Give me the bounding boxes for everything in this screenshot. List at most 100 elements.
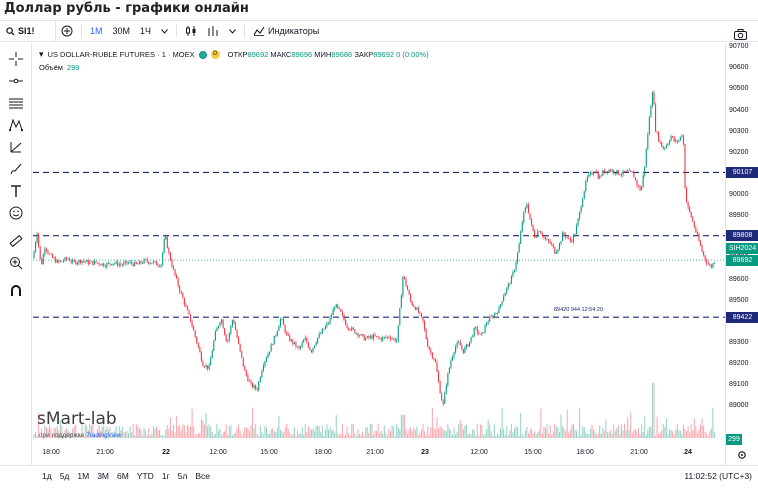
candle-body [624,170,626,172]
volume-bar [348,433,350,438]
price-scale[interactable]: 9070090600905009040090300902009010090000… [725,43,758,465]
range-6m[interactable]: 6М [117,471,129,481]
chevron-down-icon [161,28,168,34]
open-value: 89692 [247,50,269,59]
price-tick: 89300 [729,338,749,346]
candle-body [334,307,336,310]
candle-body [320,333,322,335]
clock-timezone[interactable]: 11:02:52 (UTC+3) [684,471,752,481]
magnet-icon [11,285,21,296]
time-tick: 18:00 [314,449,332,456]
chart-type-dropdown[interactable] [224,21,241,41]
candle-body [425,329,427,340]
market-open-icon [198,50,207,59]
volume-bar [106,426,108,438]
volume-bar [179,424,181,438]
volume-bar [53,427,55,438]
snapshot-button[interactable] [729,24,752,44]
candle-body [479,333,481,335]
volume-bar [124,431,126,438]
symbol-search[interactable]: SI1! [0,21,56,41]
candle-body [273,336,275,345]
candle-body [92,261,94,265]
prediction-tool[interactable] [6,137,26,157]
candle-body [538,231,540,233]
chart-legend: ▾ US DOLLAR-RUBLE FUTURES · 1 · MOEX D О… [39,49,429,60]
candle-body [475,327,477,329]
volume-bar [374,431,376,438]
indicators-button[interactable]: Индикаторы [248,21,324,41]
bar-style-button[interactable] [202,21,224,41]
volume-bar [653,382,655,438]
price-tag: 89692 [726,254,758,266]
candle-body [713,263,715,265]
candle-body [318,334,320,338]
timeframe-dropdown[interactable] [156,21,173,41]
volume-bar [442,429,444,438]
crosshair-tool[interactable] [6,49,26,69]
candle-body [696,232,698,235]
candle-body [549,241,551,244]
candle-body [537,231,539,238]
timeframe-1h[interactable]: 1Ч [140,26,152,36]
candle-body [338,307,340,310]
range-all[interactable]: Все [195,471,210,481]
range-1y[interactable]: 1г [161,471,170,481]
candle-body [358,335,361,337]
candle-body [301,342,303,347]
time-tick: 12:00 [470,449,488,456]
candle-body [233,320,235,324]
volume-bar [52,434,54,438]
candle-body [695,227,697,233]
chart-type-button[interactable] [180,21,202,41]
candle-body [222,319,224,329]
candle-body [265,357,268,362]
candle-body [55,258,57,263]
volume-bar [693,418,695,438]
range-1d[interactable]: 1д [42,471,52,481]
trend-line-tool[interactable] [6,71,26,91]
magnet-tool[interactable] [6,281,26,301]
candle-body [298,346,300,349]
emoji-tool[interactable] [6,203,26,223]
volume-bar [520,412,522,438]
fib-tool[interactable] [6,93,26,113]
volume-bar [605,419,607,438]
zoom-tool[interactable] [6,253,26,273]
text-tool[interactable] [6,181,26,201]
volume-bar [628,429,630,438]
range-ytd[interactable]: YTD [136,471,154,481]
compare-symbol-button[interactable] [56,21,78,41]
range-1m[interactable]: 1М [77,471,90,481]
candle-body [335,304,337,308]
candle-body [360,334,362,336]
volume-bar [692,430,694,438]
candle-body [591,172,593,175]
volume-bar [555,426,557,438]
volume-bar [517,427,519,438]
brush-tool[interactable] [6,159,26,179]
candle-body [203,366,206,368]
range-3m[interactable]: 3М [97,471,109,481]
candle-body [403,276,405,279]
pattern-tool[interactable] [6,115,26,135]
candle-body [149,263,151,264]
chart-pane[interactable]: ▾ US DOLLAR-RUBLE FUTURES · 1 · MOEX D О… [33,43,725,465]
candle-body [304,337,306,341]
time-scale[interactable]: 18:00 21:00 22 12:00 15:00 18:00 21:00 23 12:00 1… [33,444,725,465]
candle-body [459,341,461,346]
range-5y[interactable]: 5л [177,471,188,481]
candle-body [637,185,640,187]
brush-icon [10,163,22,175]
candle-body [557,249,559,253]
price-chart[interactable] [33,43,725,465]
volume-bar [656,417,658,438]
scale-settings-button[interactable] [725,444,758,465]
timeframe-30m[interactable]: 30М [112,26,131,36]
range-5d[interactable]: 5д [59,471,70,481]
ruler-tool[interactable] [6,231,26,251]
volume-bar [275,432,277,438]
volume-bar [589,428,591,438]
legend-collapse-icon[interactable]: ▾ [39,49,44,59]
timeframe-1m[interactable]: 1М [90,26,103,36]
